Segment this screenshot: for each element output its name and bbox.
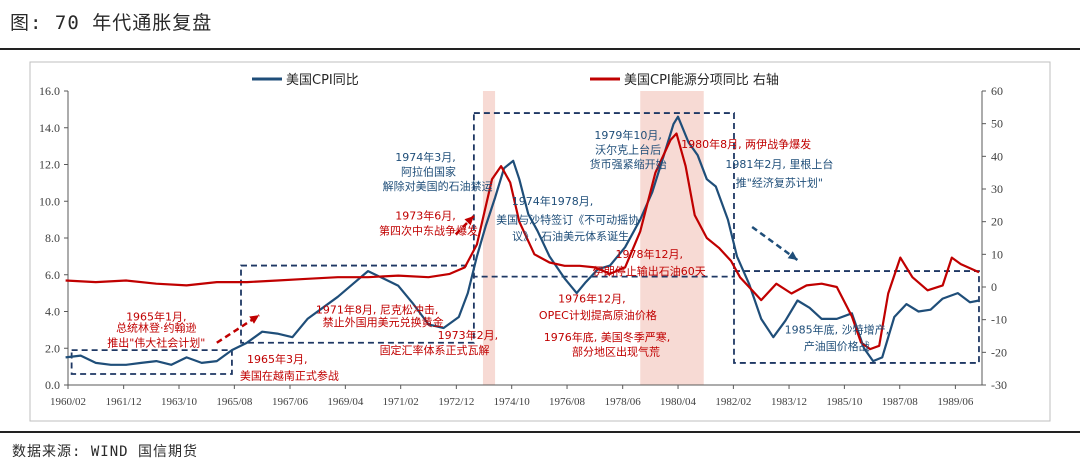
event-annotation: 1978年12月, [616,247,684,261]
event-annotation: 1965年3月, [247,352,308,366]
x-tick-label: 1967/06 [272,396,309,408]
left-tick-label: 14.0 [39,121,60,135]
event-annotation: 美国与沙特签订《不可动摇协 [496,212,639,226]
event-annotation: 推"经济复苏计划" [736,176,823,190]
event-annotation: 解除对美国的石油禁运 [383,179,493,193]
left-tick-label: 4.0 [45,305,60,319]
right-tick-label: 20 [991,215,1003,229]
event-annotation: 1976年底, 美国冬季严寒, [544,330,670,344]
event-annotation: 1973年2月, [438,328,499,342]
left-tick-label: 2.0 [45,341,60,355]
dashed-period-box-3 [733,270,980,364]
event-annotation: 禁止外国用美元兑换黄金 [323,315,444,329]
x-tick-label: 1980/04 [660,396,697,408]
x-tick-label: 1971/02 [383,396,419,408]
left-tick-label: 10.0 [39,194,60,208]
x-tick-label: 1989/06 [937,396,974,408]
event-annotation: 第四次中东战争爆发 [379,223,478,237]
annotation-arrow-head [464,215,474,226]
right-tick-label: -10 [991,313,1007,327]
x-tick-label: 1983/12 [771,396,807,408]
event-annotation: 1980年8月, 两伊战争爆发 [681,137,811,151]
event-annotation: 1981年2月, 里根上台 [725,157,833,171]
event-annotation: 阿拉伯国家 [401,165,456,179]
annotation-arrow-head [787,251,798,261]
x-tick-label: 1982/02 [715,396,751,408]
x-tick-label: 1987/08 [882,396,919,408]
dashed-period-box-2 [472,112,735,278]
x-tick-label: 1960/02 [50,396,86,408]
legend-cpi-label: 美国CPI同比 [286,73,359,88]
left-tick-label: 12.0 [39,158,60,172]
event-annotation: 1985年底, 沙特增产, [785,323,889,337]
left-tick-label: 8.0 [45,231,60,245]
event-annotation: 1973年6月, [395,209,456,223]
cpi-yoy-line [65,115,980,366]
event-annotation: 固定汇率体系正式瓦解 [380,343,490,357]
left-tick-label: 0.0 [45,378,60,392]
legend-energy-label: 美国CPI能源分项同比 右轴 [624,73,779,88]
x-tick-label: 1963/10 [161,396,198,408]
dashed-period-box-0 [70,349,233,375]
event-annotation: 1965年1月, [126,310,187,324]
right-tick-label: 0 [991,280,997,294]
event-annotation: 1974年1978月, [512,194,594,208]
event-annotation: 总统林登·约翰逊 [116,321,197,335]
event-annotation: 美国在越南正式参战 [240,368,339,382]
event-annotation: 1976年12月, [558,291,626,305]
annotation-arrow-head [249,315,260,324]
right-tick-label: 30 [991,182,1003,196]
left-tick-label: 6.0 [45,268,60,282]
right-tick-label: -20 [991,345,1007,359]
x-tick-label: 1974/10 [494,396,531,408]
event-annotation: 货币强紧缩开始 [590,157,667,171]
x-tick-label: 1961/12 [106,396,142,408]
event-annotation: 产油国价格战 [804,339,870,353]
right-tick-label: -30 [991,378,1007,392]
inflation-chart: 0.0 2.0 4.0 6.0 8.0 10.0 12.0 14.0 16.0 -30 -20 -10… [29,61,1051,422]
right-tick-label: 50 [991,117,1003,131]
x-tick-label: 1972/12 [438,396,474,408]
source-divider [0,431,1080,433]
x-tick-label: 1969/04 [327,396,364,408]
event-annotation: OPEC计划提高原油价格 [539,308,657,322]
event-annotation: 沃尔克上台后 [595,142,661,156]
x-tick-label: 1965/08 [216,396,253,408]
event-annotation: 部分地区出现气荒 [572,345,660,359]
source-note: 数据来源: WIND 国信期货 [12,444,199,460]
title-divider [0,48,1080,50]
shaded-period-0 [482,91,496,385]
right-tick-label: 60 [991,84,1003,98]
event-annotation: 伊朗停止输出石油60天 [593,264,706,278]
right-tick-label: 10 [991,247,1003,261]
left-tick-label: 16.0 [39,84,60,98]
x-tick-label: 1985/10 [826,396,863,408]
event-annotation: 1971年8月, 尼克松冲击, [316,302,438,316]
event-annotation: 议》, 石油美元体系诞生 [512,229,629,243]
event-annotation: 1974年3月, [395,150,456,164]
x-tick-label: 1978/06 [605,396,642,408]
page-title: 图: 70 年代通胀复盘 [10,12,213,34]
chart-frame [29,61,1051,422]
energy-cpi-yoy-line [65,132,980,351]
event-annotation: 1979年10月, [594,128,662,142]
x-tick-label: 1976/08 [549,396,586,408]
event-annotation: 推出"伟大社会计划" [107,335,205,349]
dashed-period-box-1 [240,264,475,344]
right-tick-label: 40 [991,149,1003,163]
